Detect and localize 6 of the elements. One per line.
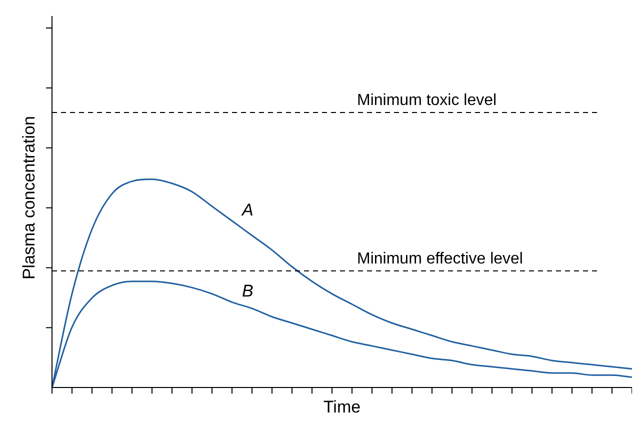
series-label: A [241, 200, 254, 220]
ref-line-label: Minimum toxic level [357, 92, 497, 109]
x-axis-title: Time [323, 397, 361, 416]
series-label: B [242, 282, 254, 301]
ref-line-label: Minimum effective level [357, 250, 523, 268]
y-axis-title: Plasma concentration [20, 116, 39, 280]
